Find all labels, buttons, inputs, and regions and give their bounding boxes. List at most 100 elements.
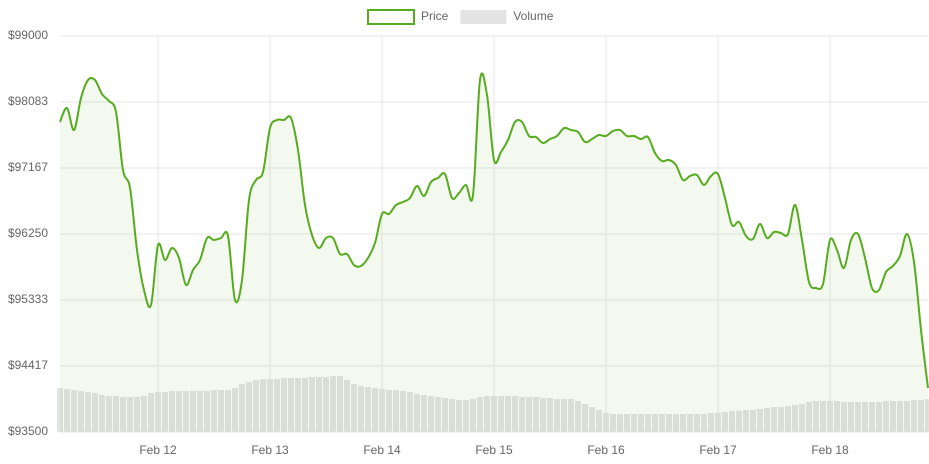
volume-bar — [813, 401, 819, 432]
volume-bar — [344, 380, 350, 432]
volume-bar — [421, 395, 427, 432]
volume-bar — [792, 405, 798, 432]
volume-bar — [603, 413, 609, 432]
volume-bar — [372, 388, 378, 432]
volume-bar — [71, 390, 77, 432]
volume-bar — [379, 389, 385, 432]
volume-bar — [162, 392, 168, 432]
volume-bar — [834, 401, 840, 432]
volume-bar — [295, 378, 301, 432]
legend-label: Volume — [513, 9, 553, 23]
volume-bar — [694, 414, 700, 432]
volume-bar — [470, 399, 476, 432]
volume-bar — [232, 388, 238, 432]
volume-bar — [547, 398, 553, 432]
volume-bar — [288, 378, 294, 432]
volume-bar — [169, 391, 175, 432]
volume-bar — [127, 397, 133, 432]
volume-bar — [155, 392, 161, 432]
volume-bar — [666, 414, 672, 432]
volume-bar — [323, 377, 329, 432]
volume-bar — [365, 387, 371, 432]
volume-bar — [281, 378, 287, 432]
volume-bar — [414, 394, 420, 432]
volume-bar — [582, 404, 588, 432]
volume-bar — [85, 392, 91, 432]
volume-bar — [484, 396, 490, 432]
volume-bar — [897, 401, 903, 432]
volume-bar — [883, 401, 889, 432]
volume-bar — [512, 396, 518, 432]
volume-bar — [610, 414, 616, 432]
volume-bar — [428, 396, 434, 432]
volume-bar — [638, 414, 644, 432]
volume-bar — [99, 395, 105, 432]
volume-bar — [358, 386, 364, 432]
volume-bar — [771, 407, 777, 432]
volume-bar — [253, 380, 259, 432]
volume-bar — [204, 391, 210, 432]
volume-bar — [631, 414, 637, 432]
volume-bar — [400, 391, 406, 432]
price-line — [59, 72, 929, 389]
volume-bar — [134, 397, 140, 432]
volume-bar — [708, 413, 714, 432]
x-tick-label: Feb 15 — [475, 443, 513, 457]
volume-bar — [757, 409, 763, 432]
volume-bar — [841, 402, 847, 432]
volume-bar — [806, 402, 812, 432]
volume-bar — [337, 376, 343, 432]
volume-bar — [596, 410, 602, 432]
volume-bar — [827, 401, 833, 432]
volume-bar — [659, 414, 665, 432]
volume-bar — [918, 400, 924, 432]
volume-bar — [869, 402, 875, 432]
volume-bar — [260, 379, 266, 432]
volume-bar — [540, 398, 546, 432]
volume-bar — [351, 384, 357, 432]
volume-bar — [330, 376, 336, 432]
volume-bar — [729, 411, 735, 432]
volume-bar — [491, 396, 497, 432]
volume-bar — [302, 378, 308, 432]
legend-swatch — [367, 9, 415, 25]
volume-bar — [407, 392, 413, 432]
y-tick-label: $98083 — [8, 94, 48, 108]
volume-bar — [533, 397, 539, 432]
y-tick-label: $93500 — [8, 424, 48, 438]
y-tick-label: $97167 — [8, 160, 48, 174]
y-tick-label: $94417 — [8, 358, 48, 372]
volume-bar — [190, 391, 196, 432]
volume-bar — [141, 396, 147, 432]
volume-bar — [624, 414, 630, 432]
volume-bar — [526, 397, 532, 432]
volume-bar — [911, 400, 917, 432]
volume-bar — [890, 401, 896, 432]
volume-bar — [575, 401, 581, 432]
volume-bar — [176, 391, 182, 432]
volume-bar — [386, 390, 392, 432]
volume-bar — [617, 414, 623, 432]
volume-bar — [106, 396, 112, 432]
volume-bar — [197, 391, 203, 432]
volume-bar — [743, 410, 749, 432]
volume-bar — [274, 379, 280, 432]
y-tick-label: $99000 — [8, 28, 48, 42]
volume-bar — [435, 397, 441, 432]
volume-bar — [673, 414, 679, 432]
volume-bar — [477, 397, 483, 432]
volume-bar — [519, 397, 525, 432]
volume-bar — [92, 393, 98, 432]
volume-bar — [568, 399, 574, 432]
volume-bar — [645, 414, 651, 432]
volume-bar — [701, 414, 707, 432]
volume-bar — [799, 404, 805, 432]
volume-bar — [925, 399, 929, 432]
volume-bar — [505, 396, 511, 432]
volume-bar — [267, 379, 273, 432]
volume-bar — [904, 401, 910, 432]
volume-bar — [57, 388, 63, 432]
x-tick-label: Feb 18 — [811, 443, 849, 457]
volume-bar — [239, 384, 245, 432]
